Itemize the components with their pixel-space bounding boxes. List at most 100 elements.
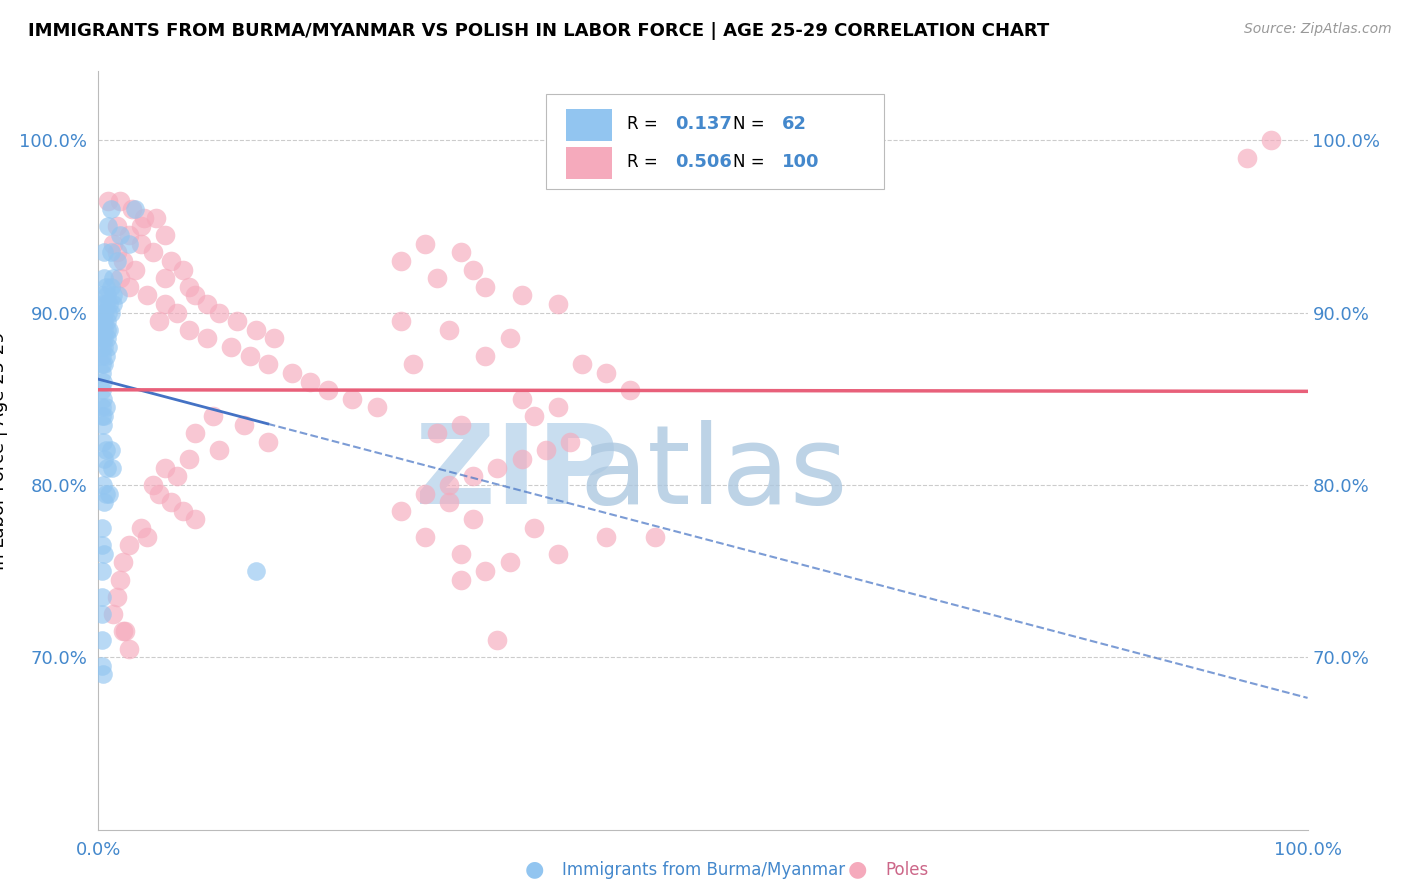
Point xyxy=(91,564,114,578)
Point xyxy=(463,512,485,526)
Point xyxy=(107,288,129,302)
Point xyxy=(510,452,533,467)
Point xyxy=(101,236,124,251)
Point xyxy=(142,245,165,260)
Point xyxy=(105,590,128,604)
Point xyxy=(450,417,472,432)
Point xyxy=(98,297,121,311)
Point xyxy=(547,401,569,415)
Point xyxy=(111,556,134,570)
Point xyxy=(91,417,114,432)
Point xyxy=(437,323,460,337)
Point xyxy=(208,305,231,319)
Point xyxy=(595,366,617,380)
Point xyxy=(413,486,436,500)
Point xyxy=(124,262,146,277)
Point xyxy=(1260,133,1282,147)
Point xyxy=(97,219,120,234)
Point xyxy=(413,530,436,544)
Point xyxy=(160,495,183,509)
Point xyxy=(91,366,114,380)
Point xyxy=(299,375,322,389)
Point xyxy=(510,288,533,302)
Point xyxy=(96,314,118,328)
Point xyxy=(96,460,118,475)
Point xyxy=(93,452,115,467)
Point xyxy=(91,538,114,552)
Point xyxy=(571,357,593,371)
Point xyxy=(91,667,114,681)
Point xyxy=(91,590,114,604)
Point xyxy=(172,504,194,518)
Point xyxy=(129,219,152,234)
Point xyxy=(118,228,141,243)
Point xyxy=(232,417,254,432)
Text: R =: R = xyxy=(627,153,662,171)
Point xyxy=(108,573,131,587)
Point xyxy=(595,530,617,544)
Y-axis label: In Labor Force | Age 25-29: In Labor Force | Age 25-29 xyxy=(0,331,8,570)
Point xyxy=(426,271,449,285)
Point xyxy=(91,349,114,363)
Point xyxy=(148,314,170,328)
Point xyxy=(221,340,243,354)
Point xyxy=(135,288,157,302)
Text: ZIP: ZIP xyxy=(415,420,619,526)
Point xyxy=(510,392,533,406)
Point xyxy=(91,401,114,415)
Text: 0.506: 0.506 xyxy=(675,153,733,171)
Point xyxy=(402,357,425,371)
Point xyxy=(91,340,114,354)
Point xyxy=(134,211,156,225)
Point xyxy=(463,262,485,277)
Point xyxy=(118,236,141,251)
Point xyxy=(93,495,115,509)
Point xyxy=(93,271,115,285)
Text: Poles: Poles xyxy=(886,861,929,879)
Point xyxy=(148,486,170,500)
Point xyxy=(93,547,115,561)
Point xyxy=(450,573,472,587)
Point xyxy=(108,228,131,243)
Point xyxy=(91,297,114,311)
Point xyxy=(166,305,188,319)
Point xyxy=(245,564,267,578)
Point xyxy=(98,486,121,500)
Point xyxy=(91,331,114,345)
Point xyxy=(281,366,304,380)
Text: IMMIGRANTS FROM BURMA/MYANMAR VS POLISH IN LABOR FORCE | AGE 25-29 CORRELATION C: IMMIGRANTS FROM BURMA/MYANMAR VS POLISH … xyxy=(28,22,1049,40)
Point xyxy=(91,478,114,492)
Point xyxy=(413,236,436,251)
Point xyxy=(100,443,122,458)
Point xyxy=(153,228,176,243)
Point xyxy=(474,564,496,578)
Point xyxy=(118,641,141,656)
Point xyxy=(129,236,152,251)
Point xyxy=(166,469,188,483)
Point xyxy=(98,323,121,337)
Point xyxy=(96,288,118,302)
Point xyxy=(366,401,388,415)
Point xyxy=(101,297,124,311)
Text: Immigrants from Burma/Myanmar: Immigrants from Burma/Myanmar xyxy=(562,861,845,879)
Point xyxy=(208,443,231,458)
Text: 100: 100 xyxy=(782,153,820,171)
Point xyxy=(179,323,201,337)
Point xyxy=(93,305,115,319)
Point xyxy=(93,331,115,345)
Point xyxy=(91,375,114,389)
Point xyxy=(1236,151,1258,165)
Text: ●: ● xyxy=(848,860,868,880)
Point xyxy=(97,305,120,319)
Point xyxy=(450,245,472,260)
Point xyxy=(96,323,118,337)
Point xyxy=(498,331,520,345)
Point xyxy=(121,202,143,217)
Point xyxy=(644,530,666,544)
Point xyxy=(100,279,122,293)
Point xyxy=(534,443,557,458)
Point xyxy=(91,323,114,337)
Point xyxy=(263,331,285,345)
Point xyxy=(97,340,120,354)
Point xyxy=(94,401,117,415)
